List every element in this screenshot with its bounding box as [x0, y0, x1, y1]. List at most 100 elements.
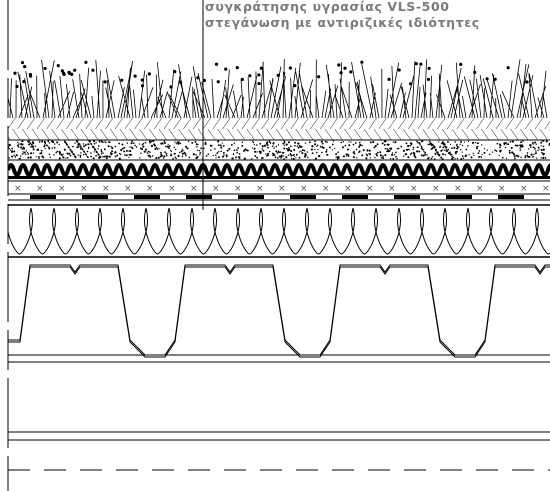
gravel: [22, 143, 24, 146]
gravel: [449, 153, 452, 156]
x-mark: ×: [80, 184, 88, 194]
gravel: [540, 157, 542, 159]
gravel: [541, 140, 543, 142]
gravel: [209, 144, 213, 147]
gravel: [446, 141, 449, 143]
gravel: [301, 149, 304, 152]
gravel: [362, 149, 365, 152]
gravel: [220, 150, 223, 153]
gravel: [542, 145, 545, 148]
gravel: [535, 150, 537, 152]
flower: [397, 68, 401, 72]
gravel: [361, 154, 364, 157]
gravel: [20, 146, 23, 149]
gravel: [410, 142, 412, 145]
gravel: [440, 149, 443, 152]
gravel: [181, 155, 184, 158]
gravel: [194, 140, 197, 143]
flower: [257, 73, 261, 77]
gravel: [143, 150, 146, 153]
gravel: [416, 140, 418, 143]
gravel: [149, 141, 151, 144]
gravel: [210, 149, 212, 151]
gravel: [174, 141, 176, 143]
gravel: [310, 148, 313, 151]
gravel: [326, 141, 328, 143]
gravel: [418, 142, 421, 145]
gravel: [520, 144, 523, 147]
gravel: [237, 155, 240, 158]
gravel: [498, 154, 500, 157]
gravel: [418, 150, 421, 153]
gravel: [217, 140, 220, 143]
gravel: [522, 140, 524, 142]
gravel: [430, 144, 433, 147]
gravel: [82, 143, 85, 145]
gravel: [102, 152, 104, 154]
gravel: [512, 152, 514, 154]
gravel: [162, 157, 165, 159]
gravel: [236, 151, 238, 154]
gravel: [406, 144, 410, 148]
gravel: [428, 141, 431, 143]
gravel: [348, 144, 351, 147]
x-mark: ×: [410, 184, 418, 194]
gravel: [506, 143, 508, 145]
flower: [56, 63, 60, 68]
gravel: [80, 152, 82, 154]
gravel: [142, 145, 145, 148]
gravel: [306, 151, 309, 153]
gravel: [185, 154, 187, 157]
gravel: [100, 153, 103, 155]
gravel: [314, 140, 316, 143]
gravel: [325, 150, 328, 153]
gravel: [307, 156, 309, 159]
gravel: [127, 150, 129, 152]
flower: [426, 77, 431, 81]
gravel: [303, 149, 306, 152]
x-mark: ×: [14, 184, 22, 194]
gravel: [185, 145, 188, 148]
gravel: [94, 148, 97, 151]
gravel: [375, 152, 378, 156]
gravel: [181, 148, 183, 150]
flower: [224, 67, 228, 71]
gravel: [289, 152, 292, 155]
gravel: [528, 155, 531, 158]
gravel: [520, 156, 522, 159]
flower: [317, 75, 321, 79]
gravel: [451, 155, 453, 158]
gravel: [428, 143, 432, 146]
gravel: [256, 156, 259, 159]
gravel: [427, 143, 429, 146]
gravel: [155, 146, 158, 149]
gravel: [396, 157, 398, 160]
gravel: [423, 151, 425, 153]
gravel: [80, 146, 82, 148]
gravel: [478, 150, 481, 152]
gravel: [34, 145, 37, 147]
gravel: [165, 154, 168, 157]
gravel: [129, 146, 131, 148]
gravel: [131, 140, 133, 143]
gravel: [415, 150, 419, 153]
gravel: [510, 146, 513, 149]
gravel: [217, 156, 220, 159]
block: [238, 195, 264, 199]
gravel: [295, 157, 297, 159]
gravel: [298, 151, 301, 153]
gravel: [382, 157, 385, 160]
gravel: [290, 150, 293, 153]
gravel: [462, 157, 465, 159]
drainage-board: [8, 163, 550, 177]
gravel: [480, 156, 483, 158]
gravel: [292, 153, 295, 156]
gravel: [391, 154, 393, 156]
gravel: [381, 142, 384, 145]
gravel: [30, 143, 33, 146]
gravel: [314, 157, 317, 160]
label: συγκράτησης υγρασίας VLS-500: [205, 0, 450, 14]
gravel: [314, 143, 317, 146]
x-mark: ×: [234, 184, 242, 194]
gravel: [97, 145, 100, 147]
